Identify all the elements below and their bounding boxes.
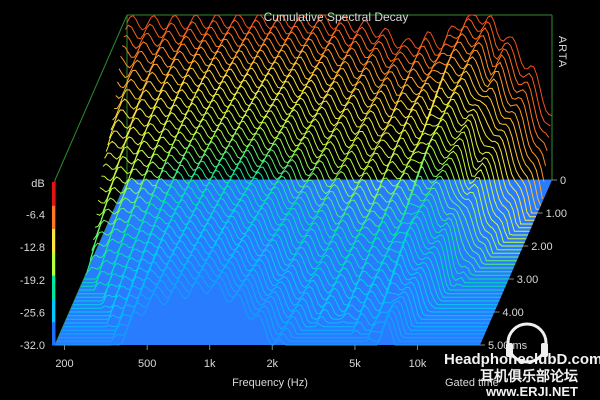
decay-trace: [116, 49, 543, 199]
x-tick-label: 2k: [266, 358, 278, 370]
colorbar-segment: [52, 321, 55, 346]
decay-trace: [108, 79, 535, 221]
watermark: HeadphoneclubD.com 耳机俱乐部论坛 www.ERJI.NET: [444, 322, 600, 399]
decay-trace: [97, 120, 524, 247]
decay-trace: [120, 37, 547, 166]
x-tick-label: 1k: [204, 358, 216, 370]
decay-trace: [110, 72, 536, 218]
decay-trace: [118, 43, 545, 183]
headphone-cup-right-icon: [541, 343, 548, 357]
brand-label: ARTA: [556, 36, 568, 68]
time-tick-label: 0: [560, 175, 566, 187]
decay-trace: [66, 237, 492, 320]
x-tick-label: 10k: [409, 358, 427, 370]
decay-traces: [55, 14, 553, 346]
colorbar-segment: [52, 205, 55, 230]
decay-trace: [83, 173, 509, 280]
colorbar-segment: [52, 298, 55, 323]
decay-trace: [91, 143, 517, 262]
decay-trace: [126, 14, 553, 117]
grid-line: [54, 14, 128, 181]
decay-trace: [80, 185, 506, 287]
z-tick-label: -19.2: [20, 275, 45, 287]
x-tick-label: 200: [55, 358, 73, 370]
decay-trace: [71, 220, 496, 309]
decay-trace: [63, 250, 488, 328]
decay-trace: [125, 18, 551, 127]
time-tick-label: 3.00: [517, 274, 538, 286]
decay-trace: [105, 90, 532, 229]
decay-trace: [104, 96, 530, 232]
decay-trace: [64, 243, 490, 324]
decay-trace: [121, 31, 548, 151]
time-tick-label: 1.00: [546, 208, 567, 220]
watermark-url-text: www.ERJI.NET: [485, 384, 578, 399]
time-tick-label: 4.00: [502, 307, 523, 319]
time-axis-label: Gated time: [445, 377, 499, 389]
decay-trace: [99, 114, 525, 243]
decay-trace: [86, 160, 512, 273]
decay-trace: [102, 102, 528, 236]
colorbar-segment: [52, 182, 55, 206]
colorbar-segment: [52, 228, 55, 253]
time-tick-label: 2.00: [531, 241, 552, 253]
z-tick-label: -12.8: [20, 242, 45, 254]
decay-trace: [55, 281, 480, 346]
watermark-cn-text: 耳机俱乐部论坛: [480, 368, 578, 385]
colorbar-segment: [52, 275, 55, 299]
z-axis-label: dB: [31, 178, 44, 190]
decay-trace: [61, 255, 487, 331]
chart-axes: -6.4 -12.8 -19.2 -25.6 -32.0 200 500 1k 2k 5k 10k 0…: [20, 175, 567, 370]
z-tick-label: -6.4: [26, 210, 45, 222]
decay-trace: [82, 178, 508, 284]
x-axis-label: Frequency (Hz): [232, 377, 308, 389]
watermark-logo-text: HeadphoneclubD.com: [444, 351, 600, 368]
chart-title: Cumulative Spectral Decay: [264, 10, 409, 24]
decay-trace: [89, 149, 516, 265]
headphone-cup-left-icon: [506, 343, 513, 357]
decay-trace: [101, 108, 527, 240]
decay-trace: [69, 226, 495, 313]
decay-trace: [79, 191, 504, 291]
decay-trace: [67, 230, 493, 317]
colorbar-segment: [52, 251, 55, 276]
decay-trace: [112, 67, 538, 214]
decay-trace: [84, 166, 511, 276]
x-tick-label: 5k: [349, 358, 361, 370]
z-tick-label: -25.6: [20, 307, 45, 319]
decay-trace: [59, 262, 485, 335]
decay-trace: [88, 154, 514, 269]
decay-trace: [123, 26, 550, 138]
decay-trace: [107, 84, 533, 225]
x-tick-label: 500: [138, 358, 156, 370]
z-tick-label: -32.0: [20, 340, 45, 352]
